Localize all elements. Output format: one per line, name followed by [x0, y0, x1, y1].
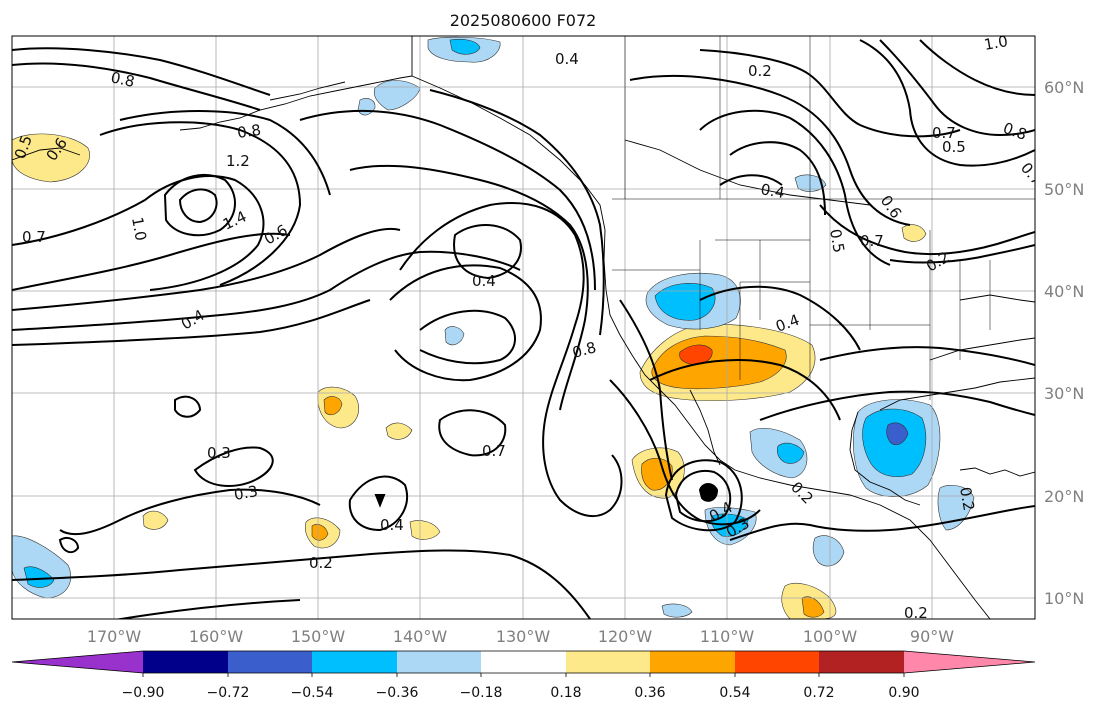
contour-label: 0.2	[748, 62, 772, 80]
contour-label: 0.3	[233, 482, 260, 504]
contour-label: 0.7	[22, 228, 46, 246]
colorbar-segment	[397, 651, 481, 673]
state-borders	[612, 36, 1035, 400]
colorbar-segment	[12, 651, 143, 673]
contour-label: 0.2	[309, 554, 333, 572]
longitude-labels: 170°W 160°W 150°W 140°W 130°W 120°W 110°…	[87, 627, 954, 646]
lat-label: 50°N	[1044, 180, 1084, 199]
contour-label: 0.8	[109, 68, 136, 91]
latitude-labels: 60°N 50°N 40°N 30°N 20°N 10°N	[1044, 78, 1084, 608]
contour-label: 0.5	[826, 228, 848, 255]
contour-label: 0.7	[482, 442, 506, 460]
colorbar-segment	[904, 651, 1035, 673]
lon-label: 130°W	[496, 627, 551, 646]
contour-label: 0.2	[904, 604, 928, 622]
contour-label: 1.0	[128, 216, 150, 243]
map-title: 2025080600 F072	[450, 11, 597, 30]
colorbar	[11, 650, 1036, 677]
colorbar-segment	[650, 651, 735, 673]
contour-label: 0.4	[555, 50, 579, 68]
contour-label: 1.2	[226, 152, 250, 170]
colorbar-tick-label: −0.18	[460, 685, 503, 701]
map-panel: 0.8 0.4 0.2 1.0 0.8 1.2 1.4 1.0 0.7 0.5 …	[11, 32, 1035, 622]
graticule	[12, 36, 1035, 619]
colorbar-segment	[566, 651, 650, 673]
colorbar-tick-label: −0.54	[291, 685, 334, 701]
lon-label: 100°W	[803, 627, 858, 646]
lon-label: 110°W	[700, 627, 755, 646]
colorbar-segment	[735, 651, 819, 673]
lon-label: 160°W	[189, 627, 244, 646]
lat-label: 30°N	[1044, 384, 1084, 403]
contour-label: 0.4	[472, 272, 496, 290]
colorbar-tick-labels: −0.90 −0.72 −0.54 −0.36 −0.18 0.18 0.36 …	[122, 685, 920, 701]
contour-label: 0.8	[236, 121, 262, 142]
lon-label: 170°W	[87, 627, 142, 646]
lon-label: 140°W	[393, 627, 448, 646]
lon-label: 90°W	[910, 627, 954, 646]
contour-label: 0.7	[860, 232, 884, 250]
contour-label: 0.7	[932, 124, 956, 142]
colorbar-tick-label: 0.54	[719, 685, 750, 701]
colorbar-tick-label: −0.90	[122, 685, 165, 701]
lat-label: 20°N	[1044, 487, 1084, 506]
lat-label: 10°N	[1044, 589, 1084, 608]
colorbar-tick-label: −0.36	[376, 685, 419, 701]
lon-label: 150°W	[291, 627, 346, 646]
colorbar-tick-label: 0.90	[888, 685, 919, 701]
colorbar-tick-label: −0.72	[207, 685, 250, 701]
colorbar-segment	[312, 651, 397, 673]
lat-label: 60°N	[1044, 78, 1084, 97]
contour-label: 0.2	[956, 486, 978, 513]
contours	[12, 39, 1035, 619]
anomaly-fill	[12, 36, 975, 619]
contour-label: 0.5	[942, 138, 966, 156]
colorbar-segment	[143, 651, 228, 673]
contour-label: 0.4	[380, 516, 404, 534]
colorbar-segment	[481, 651, 566, 673]
contour-label: 0.5	[11, 133, 36, 162]
colorbar-segment	[228, 651, 312, 673]
map-frame	[11, 35, 1036, 620]
colorbar-segment	[819, 651, 904, 673]
contour-label: 0.8	[570, 338, 598, 362]
contour-label: 0.3	[207, 444, 231, 462]
colorbar-tick-label: 0.72	[803, 685, 834, 701]
contour-label: 1.0	[983, 32, 1010, 54]
lon-label: 120°W	[598, 627, 653, 646]
colorbar-tick-label: 0.36	[634, 685, 665, 701]
lat-label: 40°N	[1044, 282, 1084, 301]
colorbar-tick-label: 0.18	[550, 685, 581, 701]
contour-label: 0.4	[759, 180, 786, 202]
